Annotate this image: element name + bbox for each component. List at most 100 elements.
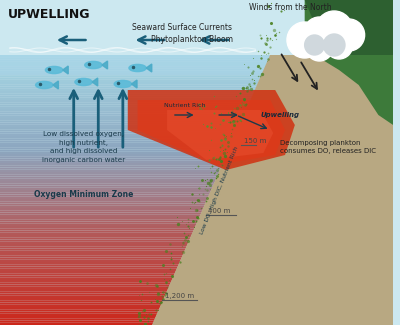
Polygon shape (0, 109, 247, 111)
Polygon shape (0, 129, 238, 132)
Polygon shape (0, 305, 161, 307)
Polygon shape (0, 186, 213, 188)
Polygon shape (0, 260, 181, 262)
Circle shape (306, 33, 333, 61)
Polygon shape (0, 257, 182, 260)
Polygon shape (0, 152, 228, 154)
Polygon shape (0, 102, 250, 105)
Polygon shape (0, 323, 153, 325)
Polygon shape (0, 273, 175, 276)
Text: Seaward Surface Currents: Seaward Surface Currents (132, 23, 232, 32)
Polygon shape (0, 145, 231, 147)
Polygon shape (0, 215, 200, 217)
Polygon shape (0, 298, 164, 300)
Polygon shape (0, 208, 204, 210)
Ellipse shape (114, 80, 132, 88)
Polygon shape (0, 271, 176, 273)
Polygon shape (0, 161, 224, 163)
Polygon shape (0, 282, 171, 284)
Circle shape (305, 35, 324, 55)
Polygon shape (0, 147, 230, 150)
Polygon shape (0, 154, 227, 156)
Polygon shape (0, 113, 245, 116)
Polygon shape (0, 150, 229, 152)
Polygon shape (0, 303, 162, 305)
Polygon shape (0, 181, 215, 183)
Polygon shape (0, 246, 187, 249)
Polygon shape (0, 93, 254, 96)
Polygon shape (132, 80, 137, 88)
Polygon shape (0, 100, 251, 102)
Polygon shape (0, 296, 165, 298)
Polygon shape (0, 84, 258, 86)
Polygon shape (0, 249, 186, 251)
Polygon shape (0, 224, 196, 226)
Ellipse shape (85, 61, 102, 69)
Text: Decomposing plankton
consumes DO, releases DIC: Decomposing plankton consumes DO, releas… (280, 140, 376, 153)
Polygon shape (0, 266, 178, 269)
Polygon shape (0, 311, 158, 314)
Polygon shape (146, 64, 152, 72)
Polygon shape (0, 176, 217, 179)
Polygon shape (0, 278, 173, 280)
Polygon shape (0, 233, 193, 235)
Polygon shape (0, 77, 260, 80)
Polygon shape (0, 57, 269, 59)
Polygon shape (0, 66, 265, 69)
Polygon shape (0, 242, 189, 244)
Polygon shape (0, 91, 254, 93)
Polygon shape (0, 318, 155, 320)
Polygon shape (0, 127, 239, 129)
Polygon shape (0, 194, 209, 197)
Ellipse shape (129, 64, 146, 72)
Polygon shape (0, 123, 241, 125)
Polygon shape (0, 188, 212, 190)
Polygon shape (0, 64, 266, 66)
Text: 400 m: 400 m (208, 208, 231, 214)
Polygon shape (0, 0, 393, 55)
Polygon shape (0, 89, 256, 91)
Polygon shape (305, 0, 393, 125)
Polygon shape (0, 156, 226, 159)
Polygon shape (0, 300, 163, 303)
Polygon shape (0, 98, 252, 100)
Polygon shape (0, 219, 198, 222)
Polygon shape (0, 244, 188, 246)
Polygon shape (0, 165, 222, 167)
Circle shape (304, 17, 335, 49)
Polygon shape (0, 210, 202, 213)
Polygon shape (0, 69, 264, 71)
Text: Nutrient Rich: Nutrient Rich (164, 103, 206, 108)
Polygon shape (0, 314, 157, 316)
Text: Low dissolved oxygen,
high nutrient,
and high dissolved
inorganic carbon water: Low dissolved oxygen, high nutrient, and… (42, 131, 125, 163)
Polygon shape (0, 226, 196, 228)
Polygon shape (0, 284, 170, 287)
Polygon shape (0, 197, 208, 199)
Polygon shape (305, 0, 393, 55)
Polygon shape (0, 55, 270, 57)
Text: Phytoplankton Bloom: Phytoplankton Bloom (151, 35, 233, 44)
Polygon shape (92, 78, 98, 86)
Polygon shape (102, 61, 108, 69)
Polygon shape (0, 75, 262, 77)
Polygon shape (63, 66, 68, 74)
Text: 150 m: 150 m (244, 138, 266, 144)
Polygon shape (0, 174, 218, 176)
Circle shape (325, 31, 353, 59)
Polygon shape (138, 100, 285, 165)
Polygon shape (0, 140, 233, 143)
Polygon shape (0, 163, 223, 165)
Polygon shape (0, 293, 166, 296)
Polygon shape (0, 217, 200, 219)
Polygon shape (0, 183, 214, 186)
Polygon shape (0, 143, 232, 145)
Polygon shape (0, 280, 172, 282)
Polygon shape (0, 309, 159, 311)
Polygon shape (0, 222, 198, 224)
Polygon shape (0, 253, 184, 255)
Polygon shape (0, 264, 179, 266)
Polygon shape (0, 62, 267, 64)
Text: UPWELLING: UPWELLING (8, 8, 90, 21)
Circle shape (333, 19, 365, 51)
Polygon shape (167, 110, 273, 160)
